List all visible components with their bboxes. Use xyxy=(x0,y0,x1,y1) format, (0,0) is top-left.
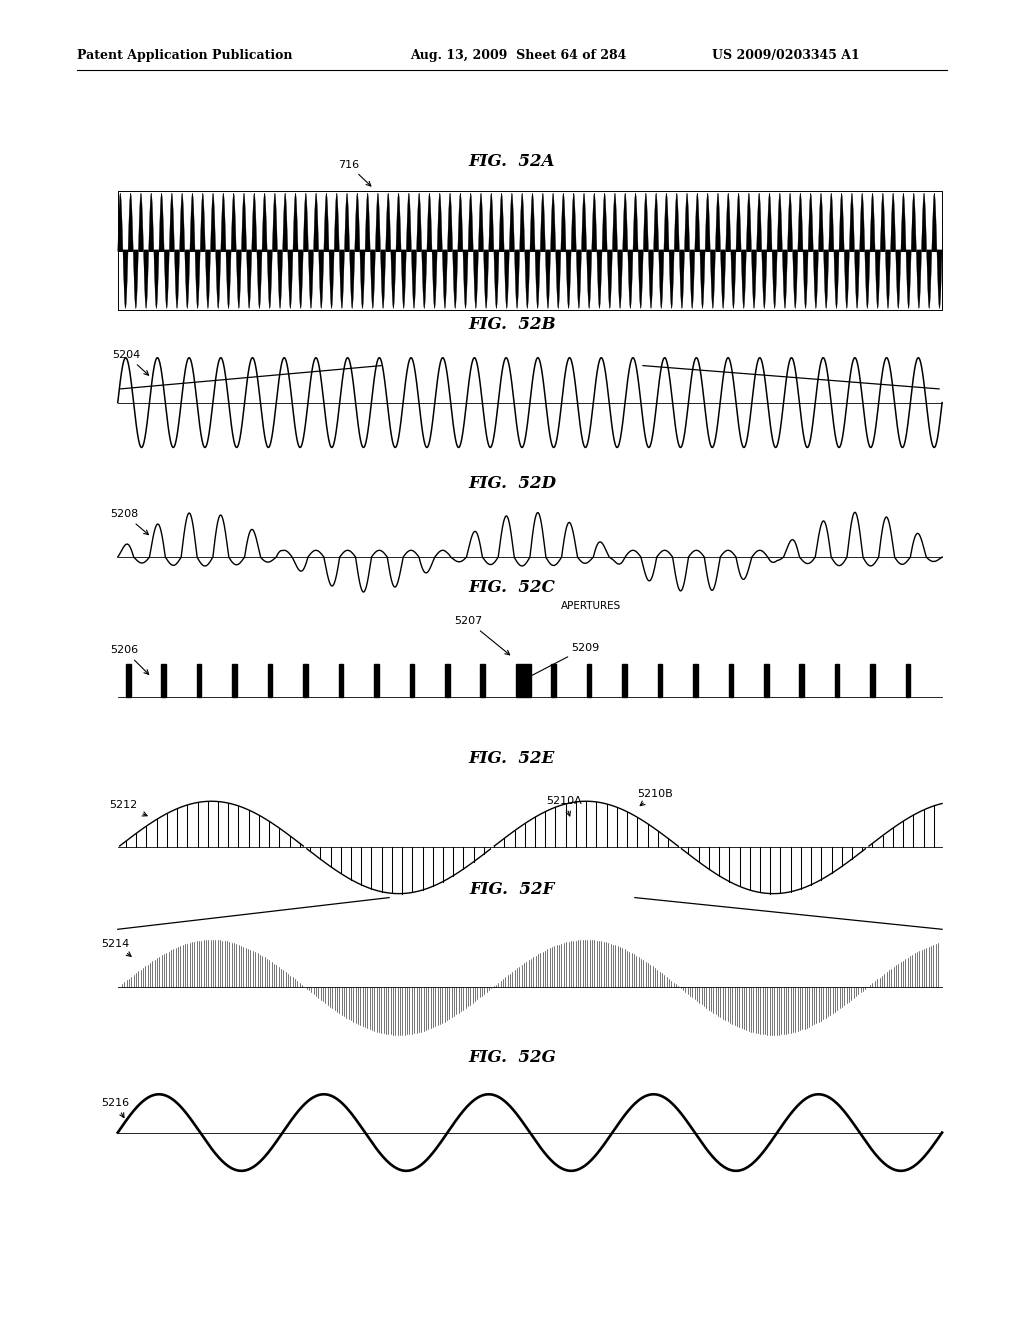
Text: 5210A: 5210A xyxy=(547,796,583,816)
Polygon shape xyxy=(197,664,202,697)
Text: 5216: 5216 xyxy=(101,1098,129,1118)
Polygon shape xyxy=(516,664,530,697)
Polygon shape xyxy=(551,664,556,697)
Text: 5207: 5207 xyxy=(455,616,510,655)
Polygon shape xyxy=(693,664,697,697)
Text: FIG.  52F: FIG. 52F xyxy=(469,882,555,898)
Polygon shape xyxy=(126,664,130,697)
Text: FIG.  52E: FIG. 52E xyxy=(469,751,555,767)
Text: FIG.  52G: FIG. 52G xyxy=(468,1049,556,1065)
Polygon shape xyxy=(764,664,769,697)
Polygon shape xyxy=(162,664,166,697)
Text: 5209: 5209 xyxy=(525,643,599,678)
Polygon shape xyxy=(303,664,308,697)
Text: APERTURES: APERTURES xyxy=(561,601,622,611)
Polygon shape xyxy=(800,664,804,697)
Text: US 2009/0203345 A1: US 2009/0203345 A1 xyxy=(712,49,859,62)
Text: Aug. 13, 2009  Sheet 64 of 284: Aug. 13, 2009 Sheet 64 of 284 xyxy=(410,49,626,62)
Polygon shape xyxy=(232,664,237,697)
Polygon shape xyxy=(657,664,663,697)
Text: FIG.  52C: FIG. 52C xyxy=(469,579,555,595)
Polygon shape xyxy=(410,664,414,697)
Polygon shape xyxy=(374,664,379,697)
Polygon shape xyxy=(623,664,627,697)
Text: FIG.  52A: FIG. 52A xyxy=(469,153,555,169)
Text: 5212: 5212 xyxy=(110,800,147,816)
Text: FIG.  52B: FIG. 52B xyxy=(468,317,556,333)
Text: 5204: 5204 xyxy=(113,350,148,375)
Polygon shape xyxy=(445,664,450,697)
Polygon shape xyxy=(835,664,840,697)
Polygon shape xyxy=(906,664,910,697)
Text: 5208: 5208 xyxy=(111,510,148,535)
Polygon shape xyxy=(480,664,485,697)
Text: 5210B: 5210B xyxy=(637,788,673,805)
Text: Patent Application Publication: Patent Application Publication xyxy=(77,49,292,62)
Text: 716: 716 xyxy=(338,160,371,186)
Polygon shape xyxy=(870,664,874,697)
Polygon shape xyxy=(587,664,591,697)
Text: 5214: 5214 xyxy=(101,939,131,957)
Polygon shape xyxy=(729,664,733,697)
Polygon shape xyxy=(339,664,343,697)
Polygon shape xyxy=(268,664,272,697)
Text: 5206: 5206 xyxy=(111,645,148,675)
Text: FIG.  52D: FIG. 52D xyxy=(468,475,556,491)
